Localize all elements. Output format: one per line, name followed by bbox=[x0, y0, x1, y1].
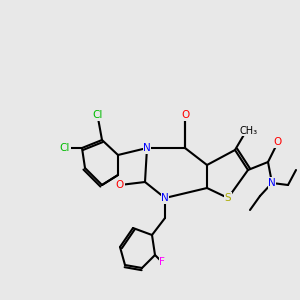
Text: N: N bbox=[143, 143, 151, 153]
Text: O: O bbox=[274, 137, 282, 147]
Text: F: F bbox=[159, 257, 165, 267]
Text: CH₃: CH₃ bbox=[240, 126, 258, 136]
Text: N: N bbox=[268, 178, 276, 188]
Text: Cl: Cl bbox=[93, 110, 103, 120]
Text: N: N bbox=[161, 193, 169, 203]
Text: Cl: Cl bbox=[60, 143, 70, 153]
Text: O: O bbox=[116, 180, 124, 190]
Text: S: S bbox=[225, 193, 231, 203]
Text: O: O bbox=[181, 110, 189, 120]
